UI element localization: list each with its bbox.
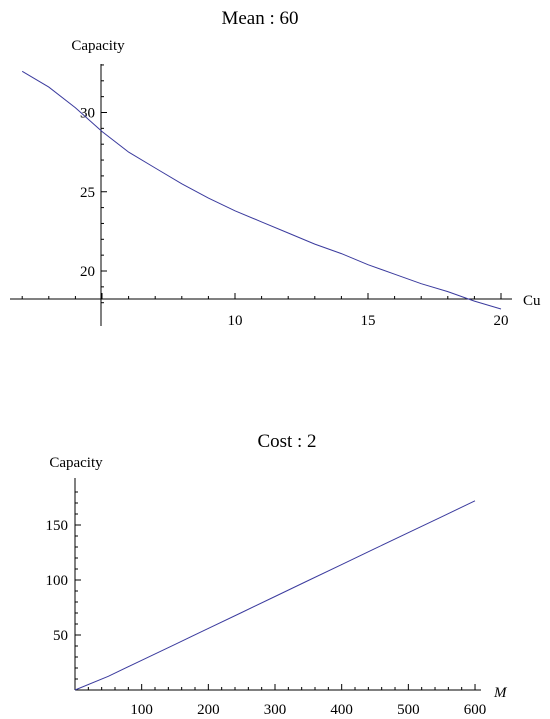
x-tick-label: 600 [464, 702, 487, 718]
x-tick-label: 20 [494, 313, 509, 329]
x-tick-label: 400 [330, 702, 353, 718]
y-tick-label: 20 [80, 264, 95, 280]
y-tick-label: 30 [80, 106, 95, 122]
y-axis-label: Capacity [71, 38, 125, 54]
y-tick-label: 150 [46, 518, 69, 534]
x-tick-label: 500 [397, 702, 420, 718]
chart-title: Mean : 60 [221, 8, 298, 29]
tick-group: 100 200 300 400 500 600 50 100 150 [46, 491, 487, 718]
series-line [21, 70, 502, 310]
x-tick-label: 15 [361, 313, 376, 329]
x-tick-label: 200 [197, 702, 220, 718]
x-tick-label: 100 [130, 702, 153, 718]
y-tick-label: 100 [46, 573, 69, 589]
y-tick-label: 25 [80, 185, 95, 201]
chart-cost: Cost : 2 Capacity M 100 200 300 400 500 600 50… [46, 431, 509, 718]
tick-group: 10 15 20 20 25 30 [21, 64, 509, 329]
x-axis-label: Cu [523, 293, 541, 309]
x-axis-label: M [493, 685, 508, 701]
chart-title: Cost : 2 [257, 431, 316, 452]
y-axis-label: Capacity [49, 455, 103, 471]
series-line [74, 500, 476, 691]
y-tick-label: 50 [53, 628, 68, 644]
x-tick-label: 300 [264, 702, 287, 718]
chart-mean: Mean : 60 Capacity Cu 10 15 20 20 25 30 [10, 8, 541, 329]
x-tick-label: 10 [228, 313, 243, 329]
